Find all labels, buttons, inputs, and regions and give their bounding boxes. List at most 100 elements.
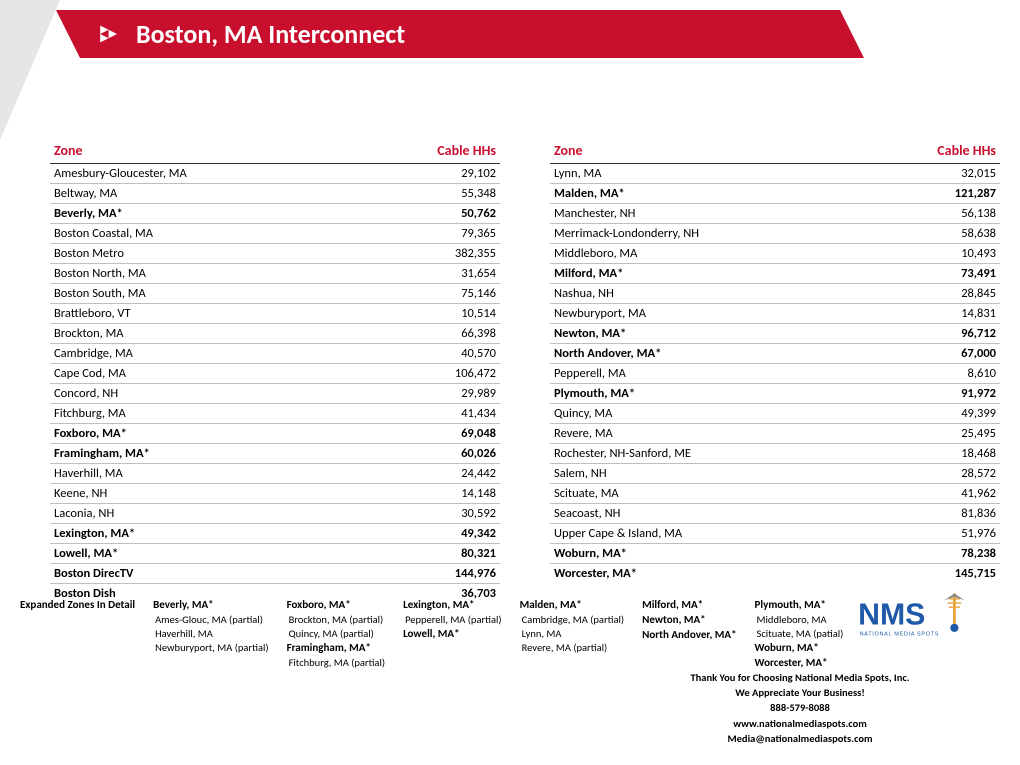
zone-name: Plymouth, MA* (550, 384, 863, 404)
zone-hhs: 91,972 (863, 384, 1000, 404)
expanded-column: Foxboro, MA*Brockton, MA (partial)Quincy… (287, 598, 385, 671)
expanded-zone-header: Lexington, MA* (403, 598, 502, 613)
zone-name: Cape Cod, MA (50, 364, 355, 384)
expanded-zone-item: Scituate, MA (patial) (755, 627, 844, 641)
zone-hhs: 29,989 (355, 384, 500, 404)
expanded-zone-header: Plymouth, MA* (755, 598, 844, 613)
zone-hhs: 41,962 (863, 484, 1000, 504)
zone-name: Middleboro, MA (550, 244, 863, 264)
table-row: Cambridge, MA40,570 (50, 344, 500, 364)
zone-name: Lowell, MA* (50, 544, 355, 564)
table-row: Seacoast, NH81,836 (550, 504, 1000, 524)
zone-name: Manchester, NH (550, 204, 863, 224)
zone-name: Rochester, NH-Sanford, ME (550, 444, 863, 464)
expanded-column: Lexington, MA*Pepperell, MA (partial)Low… (403, 598, 502, 671)
zone-name: North Andover, MA* (550, 344, 863, 364)
expanded-zone-header: Milford, MA* (642, 598, 736, 613)
zone-name: Concord, NH (50, 384, 355, 404)
expanded-zone-item: Cambridge, MA (partial) (520, 613, 624, 627)
table-row: Fitchburg, MA41,434 (50, 404, 500, 424)
zone-hhs: 24,442 (355, 464, 500, 484)
zone-hhs: 25,495 (863, 424, 1000, 444)
zone-hhs: 51,976 (863, 524, 1000, 544)
zone-name: Newburyport, MA (550, 304, 863, 324)
table-row: Framingham, MA*60,026 (50, 444, 500, 464)
table-row: North Andover, MA*67,000 (550, 344, 1000, 364)
col-header-hhs: Cable HHs (863, 140, 1000, 164)
expanded-zone-item: Quincy, MA (partial) (287, 627, 385, 641)
zone-name: Scituate, MA (550, 484, 863, 504)
zone-name: Nashua, NH (550, 284, 863, 304)
zone-name: Cambridge, MA (50, 344, 355, 364)
zone-name: Framingham, MA* (50, 444, 355, 464)
zone-hhs: 73,491 (863, 264, 1000, 284)
zone-hhs: 75,146 (355, 284, 500, 304)
col-header-hhs: Cable HHs (355, 140, 500, 164)
col-header-zone: Zone (550, 140, 863, 164)
zone-hhs: 30,592 (355, 504, 500, 524)
table-row: Middleboro, MA10,493 (550, 244, 1000, 264)
title-banner: Boston, MA Interconnect (80, 10, 840, 58)
table-row: Brattleboro, VT10,514 (50, 304, 500, 324)
corner-triangle (0, 0, 60, 140)
zone-hhs: 14,148 (355, 484, 500, 504)
footer-line: We Appreciate Your Business! (600, 685, 1000, 700)
col-header-zone: Zone (50, 140, 355, 164)
zone-hhs: 144,976 (355, 564, 500, 584)
zone-name: Woburn, MA* (550, 544, 863, 564)
table-row: Upper Cape & Island, MA51,976 (550, 524, 1000, 544)
zone-hhs: 28,845 (863, 284, 1000, 304)
table-row: Pepperell, MA8,610 (550, 364, 1000, 384)
table-row: Amesbury-Gloucester, MA29,102 (50, 164, 500, 184)
zone-name: Amesbury-Gloucester, MA (50, 164, 355, 184)
zone-hhs: 96,712 (863, 324, 1000, 344)
zone-hhs: 49,342 (355, 524, 500, 544)
table-row: Boston Coastal, MA79,365 (50, 224, 500, 244)
zone-name: Boston Coastal, MA (50, 224, 355, 244)
expanded-zone-header: Lowell, MA* (403, 627, 502, 642)
table-row: Lowell, MA*80,321 (50, 544, 500, 564)
expanded-zone-header: Woburn, MA* (755, 641, 844, 656)
footer-contact: Thank You for Choosing National Media Sp… (600, 670, 1000, 746)
zone-name: Lexington, MA* (50, 524, 355, 544)
expanded-zone-item: Revere, MA (partial) (520, 641, 624, 655)
zone-hhs: 28,572 (863, 464, 1000, 484)
table-row: Keene, NH14,148 (50, 484, 500, 504)
zone-table-right: Zone Cable HHs Lynn, MA32,015Malden, MA*… (550, 140, 1000, 603)
footer-line: Thank You for Choosing National Media Sp… (600, 670, 1000, 685)
zone-hhs: 49,399 (863, 404, 1000, 424)
table-row: Woburn, MA*78,238 (550, 544, 1000, 564)
expanded-zone-item: Fitchburg, MA (partial) (287, 656, 385, 670)
expanded-zone-item: Ames-Glouc, MA (partial) (153, 613, 268, 627)
table-row: Boston DirecTV144,976 (50, 564, 500, 584)
expanded-zone-header: Newton, MA* (642, 613, 736, 628)
expanded-zone-header: Foxboro, MA* (287, 598, 385, 613)
expanded-zone-item: Haverhill, MA (153, 627, 268, 641)
zone-name: Laconia, NH (50, 504, 355, 524)
zone-name: Boston South, MA (50, 284, 355, 304)
zone-name: Newton, MA* (550, 324, 863, 344)
zone-name: Fitchburg, MA (50, 404, 355, 424)
zone-name: Revere, MA (550, 424, 863, 444)
zone-hhs: 66,398 (355, 324, 500, 344)
zone-hhs: 10,514 (355, 304, 500, 324)
zone-name: Haverhill, MA (50, 464, 355, 484)
footer-line: www.nationalmediaspots.com (600, 716, 1000, 731)
table-row: Beltway, MA55,348 (50, 184, 500, 204)
zone-hhs: 14,831 (863, 304, 1000, 324)
zone-name: Seacoast, NH (550, 504, 863, 524)
table-row: Merrimack-Londonderry, NH58,638 (550, 224, 1000, 244)
zone-hhs: 81,836 (863, 504, 1000, 524)
zone-name: Beverly, MA* (50, 204, 355, 224)
expanded-zone-header: Worcester, MA* (755, 656, 844, 671)
table-row: Quincy, MA49,399 (550, 404, 1000, 424)
table-row: Milford, MA*73,491 (550, 264, 1000, 284)
table-row: Rochester, NH-Sanford, ME18,468 (550, 444, 1000, 464)
table-row: Manchester, NH56,138 (550, 204, 1000, 224)
zone-hhs: 80,321 (355, 544, 500, 564)
expanded-zones: Expanded Zones In Detail Beverly, MA*Ame… (20, 598, 840, 671)
table-row: Lynn, MA32,015 (550, 164, 1000, 184)
expanded-column: Milford, MA*Newton, MA*North Andover, MA… (642, 598, 736, 671)
expanded-zone-item: Brockton, MA (partial) (287, 613, 385, 627)
zone-hhs: 56,138 (863, 204, 1000, 224)
